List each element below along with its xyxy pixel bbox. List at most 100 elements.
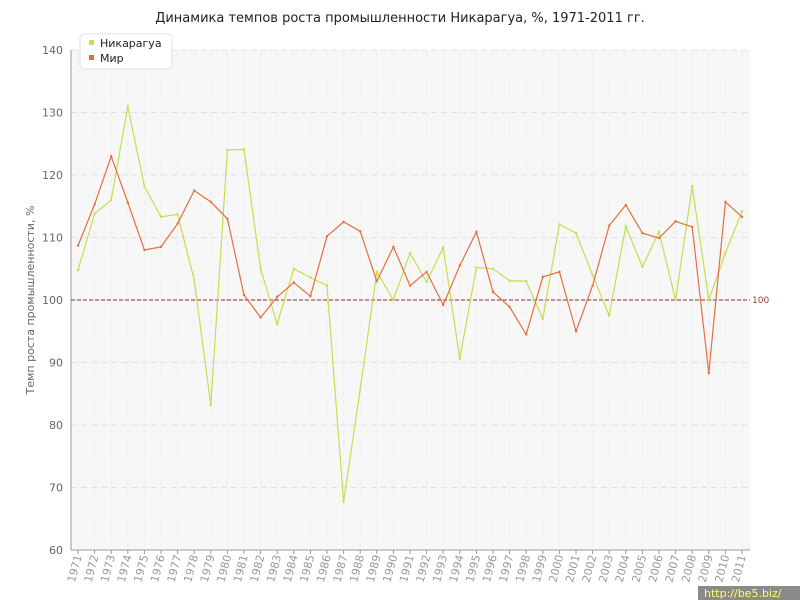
data-point-nicaragua [691,185,694,188]
legend-box [79,33,173,70]
data-point-nicaragua [442,246,445,249]
data-point-nicaragua [541,317,544,320]
watermark-text: http://be5.biz/ [704,587,782,600]
data-point-nicaragua [724,251,727,255]
data-point-world [126,201,129,204]
x-tick-labels: 1971197219731974197519761977197819791980… [65,550,749,584]
data-point-world [475,230,478,234]
data-point-nicaragua [76,268,80,272]
data-point-nicaragua [292,267,295,270]
data-point-nicaragua [126,105,129,108]
y-tick-labels: 60 70 80 90 100 110 120 130 140 [42,44,63,557]
data-point-world [624,203,627,207]
y-tick-label: 120 [42,169,63,182]
data-point-nicaragua [259,267,262,270]
data-point-nicaragua [359,388,362,391]
data-point-nicaragua [408,251,412,255]
series-group [76,105,744,504]
data-point-world [591,284,594,287]
watermark: http://be5.biz/ [698,586,800,600]
y-tick-label: 130 [42,107,63,120]
y-tick-label: 140 [42,44,63,57]
watermark-box [698,586,800,600]
data-point-world [110,155,113,158]
data-point-world [541,275,544,279]
legend: Никарагуа Мир [79,33,173,70]
data-point-nicaragua [674,298,677,302]
data-point-world [159,245,163,249]
y-tick-label: 90 [49,357,63,370]
data-point-nicaragua [591,273,594,277]
y-axis-label: Темп роста промышленности, % [24,206,37,396]
legend-label-nicaragua: Никарагуа [100,37,162,50]
data-point-nicaragua [491,267,495,270]
data-point-nicaragua [226,148,229,152]
data-point-world [707,371,710,375]
data-point-world [342,220,345,224]
data-point-nicaragua [624,225,627,228]
legend-marker-nicaragua [89,40,94,45]
data-point-world [242,293,246,297]
data-point-world [558,270,561,274]
data-point-world [226,217,229,220]
data-point-world [691,225,694,229]
data-point-world [442,303,445,307]
data-point-world [359,230,362,233]
data-point-world [93,203,96,206]
data-point-world [143,248,146,252]
data-point-world [508,305,511,309]
data-point-nicaragua [392,298,395,302]
y-tick-label: 80 [49,419,63,432]
y-tick-label: 70 [49,482,63,495]
data-point-world [641,231,644,235]
data-point-nicaragua [458,357,461,360]
data-point-nicaragua [276,322,279,325]
legend-label-world: Мир [100,52,124,65]
data-point-nicaragua [209,403,212,407]
data-point-nicaragua [657,230,661,234]
data-point-nicaragua [475,266,478,269]
y-tick-label: 100 [42,294,63,307]
data-point-world [657,236,661,240]
data-point-nicaragua [325,284,329,287]
data-point-nicaragua [508,279,511,282]
data-point-world [674,220,677,223]
data-point-nicaragua [641,265,644,269]
data-point-world [193,189,196,192]
y-tick-label: 110 [42,232,63,245]
data-point-nicaragua [242,148,246,151]
data-point-world [76,244,80,247]
data-point-world [259,316,262,319]
data-point-nicaragua [143,185,146,188]
data-point-world [408,284,412,287]
y-tick-label: 60 [49,544,63,557]
data-point-nicaragua [574,231,578,235]
data-point-world [292,281,295,284]
data-point-nicaragua [608,314,611,317]
x-tick-label: 2011 [729,553,749,583]
data-point-nicaragua [93,212,96,215]
data-point-world [491,290,495,294]
reference-line-group: 100 [71,296,769,306]
data-point-nicaragua [159,215,163,219]
reference-line-label: 100 [752,296,769,306]
data-point-world [608,224,611,227]
data-point-nicaragua [176,213,179,216]
data-point-world [209,200,212,204]
legend-marker-world [89,55,94,60]
data-point-world [525,333,528,336]
data-point-world [574,330,578,333]
data-point-nicaragua [193,278,196,282]
data-point-world [176,222,179,225]
chart-title: Динамика темпов роста промышленности Ник… [155,11,645,26]
data-point-nicaragua [558,223,561,226]
data-point-nicaragua [375,270,378,274]
data-point-world [309,295,312,298]
data-point-nicaragua [707,298,710,302]
data-point-world [276,295,279,299]
data-point-world [392,245,395,249]
data-point-nicaragua [425,280,428,284]
data-point-world [724,200,727,204]
data-point-world [458,264,461,267]
